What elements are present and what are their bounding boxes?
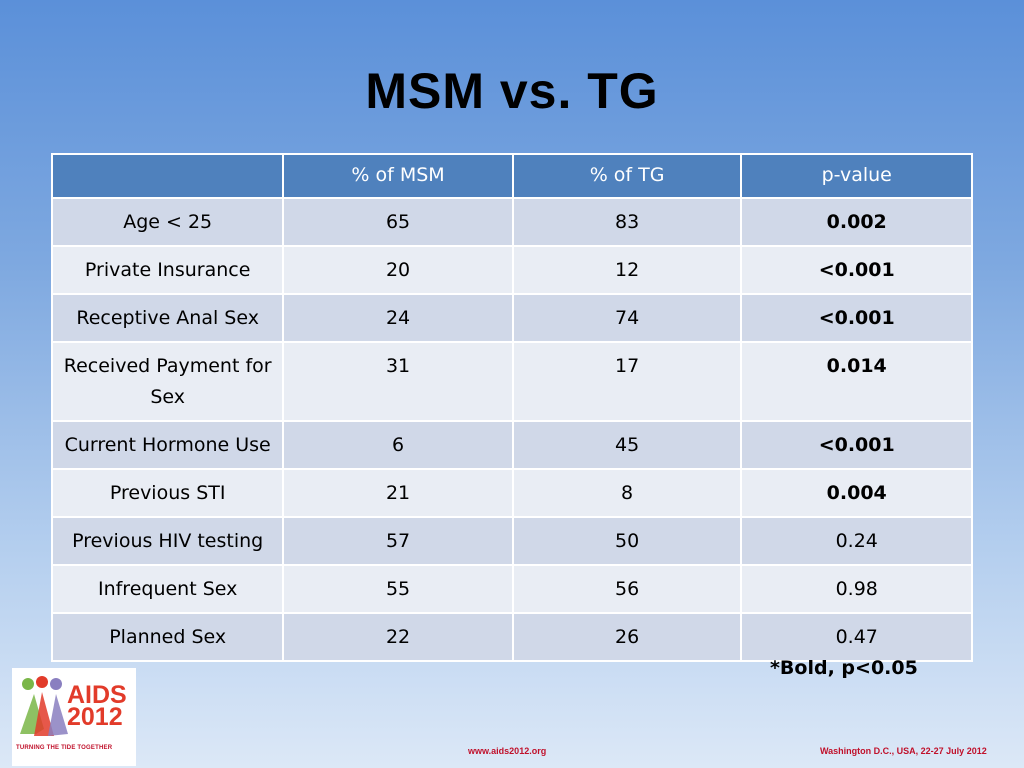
- row-label: Infrequent Sex: [50, 564, 285, 614]
- table-row: Infrequent Sex 55 56 0.98: [50, 564, 973, 614]
- msm-value: 21: [282, 468, 514, 518]
- tg-value: 56: [511, 564, 743, 614]
- table-row: Receptive Anal Sex 24 74 <0.001: [50, 293, 973, 343]
- p-value: <0.001: [740, 245, 973, 295]
- p-value: <0.001: [740, 420, 973, 470]
- ribbon-figures-icon: [20, 676, 68, 736]
- table-row: Previous HIV testing 57 50 0.24: [50, 516, 973, 566]
- msm-value: 65: [282, 197, 514, 247]
- slide-title: MSM vs. TG: [365, 63, 659, 119]
- tg-value: 74: [511, 293, 743, 343]
- table-row: Previous STI 21 8 0.004: [50, 468, 973, 518]
- tg-value: 50: [511, 516, 743, 566]
- footer-place-date: Washington D.C., USA, 22-27 July 2012: [820, 746, 987, 756]
- logo-tagline: TURNING THE TIDE TOGETHER: [16, 745, 113, 751]
- header-tg: % of TG: [511, 153, 743, 199]
- logo-wordmark: AIDS 2012: [67, 681, 127, 731]
- msm-value: 31: [282, 341, 514, 422]
- comparison-table: % of MSM % of TG p-value Age < 25 65 83 0.0…: [50, 153, 973, 662]
- tg-value: 12: [511, 245, 743, 295]
- table-row: Planned Sex 22 26 0.47: [50, 612, 973, 662]
- table-row: Received Payment for Sex 31 17 0.014: [50, 341, 973, 422]
- header-label: [50, 153, 285, 199]
- msm-value: 55: [282, 564, 514, 614]
- p-value: 0.47: [740, 612, 973, 662]
- p-value: 0.004: [740, 468, 973, 518]
- row-label: Previous HIV testing: [50, 516, 285, 566]
- footer-url[interactable]: www.aids2012.org: [468, 746, 547, 756]
- tg-value: 45: [511, 420, 743, 470]
- msm-value: 20: [282, 245, 514, 295]
- table-row: Private Insurance 20 12 <0.001: [50, 245, 973, 295]
- p-value: 0.24: [740, 516, 973, 566]
- p-value: <0.001: [740, 293, 973, 343]
- msm-value: 22: [282, 612, 514, 662]
- table-row: Age < 25 65 83 0.002: [50, 197, 973, 247]
- p-value: 0.014: [740, 341, 973, 422]
- row-label: Current Hormone Use: [50, 420, 285, 470]
- tg-value: 8: [511, 468, 743, 518]
- row-label: Planned Sex: [50, 612, 285, 662]
- msm-value: 24: [282, 293, 514, 343]
- msm-value: 57: [282, 516, 514, 566]
- table-row: Current Hormone Use 6 45 <0.001: [50, 420, 973, 470]
- row-label: Age < 25: [50, 197, 285, 247]
- table-header-row: % of MSM % of TG p-value: [50, 153, 973, 199]
- logo-line-aids: AIDS: [67, 681, 127, 709]
- row-label: Received Payment for Sex: [50, 341, 285, 422]
- logo-line-year: 2012: [67, 703, 123, 731]
- aids2012-logo: [12, 668, 136, 766]
- msm-value: 6: [282, 420, 514, 470]
- p-value: 0.98: [740, 564, 973, 614]
- p-value: 0.002: [740, 197, 973, 247]
- footnote: *Bold, p<0.05: [770, 657, 918, 679]
- tg-value: 83: [511, 197, 743, 247]
- tg-value: 26: [511, 612, 743, 662]
- header-msm: % of MSM: [282, 153, 514, 199]
- row-label: Previous STI: [50, 468, 285, 518]
- row-label: Private Insurance: [50, 245, 285, 295]
- tg-value: 17: [511, 341, 743, 422]
- row-label: Receptive Anal Sex: [50, 293, 285, 343]
- header-p-value: p-value: [740, 153, 973, 199]
